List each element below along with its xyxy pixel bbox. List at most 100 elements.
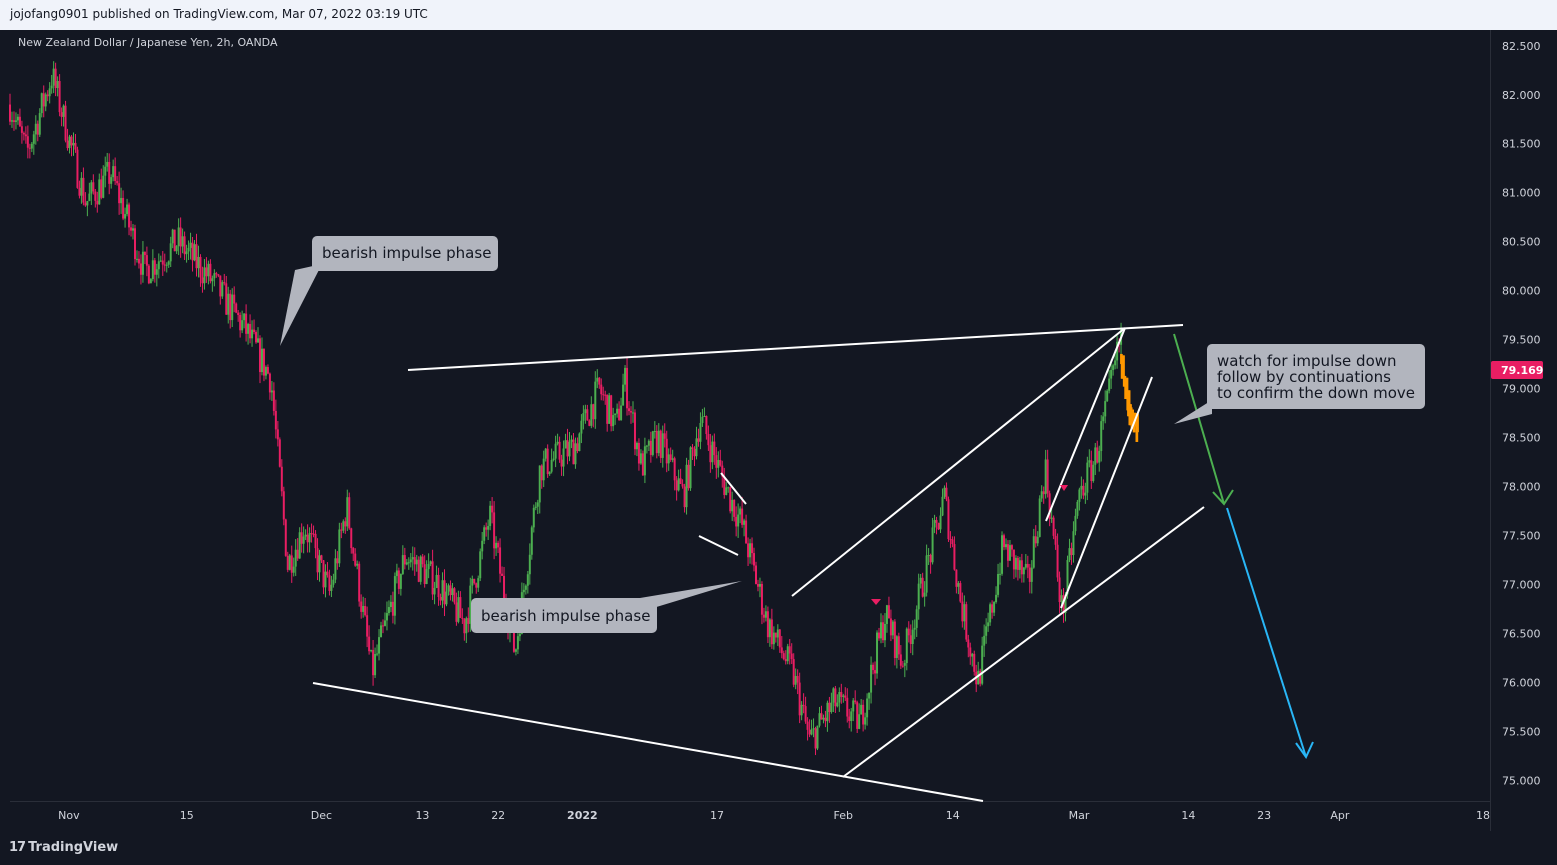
candle-body bbox=[9, 104, 11, 122]
candle-body bbox=[181, 236, 184, 247]
candle-body bbox=[905, 628, 908, 664]
candle-body bbox=[191, 242, 194, 261]
candle-body bbox=[1010, 545, 1013, 550]
candle-body bbox=[1076, 501, 1079, 516]
candle-body bbox=[695, 438, 698, 457]
candle-body bbox=[985, 626, 988, 636]
projection-green-arrow bbox=[1173, 333, 1234, 506]
x-tick-label: 15 bbox=[180, 809, 194, 822]
price-chart[interactable]: bearish impulse phase bearish impulse ph… bbox=[0, 30, 1557, 831]
tradingview-logo[interactable]: 17 TradingView bbox=[9, 840, 118, 855]
candle-body bbox=[219, 275, 222, 297]
candle-body bbox=[911, 629, 914, 645]
price-axis[interactable]: 82.500 82.000 81.500 81.000 80.500 80.000 79.5… bbox=[1502, 40, 1541, 788]
candle-body bbox=[653, 430, 656, 432]
candle-body bbox=[90, 182, 93, 194]
candle-body bbox=[189, 242, 192, 248]
candle-body bbox=[526, 574, 529, 586]
candle-body bbox=[155, 269, 158, 275]
candle-body bbox=[266, 367, 269, 374]
candle-body bbox=[725, 487, 728, 495]
candle-body bbox=[530, 527, 533, 555]
candle-body bbox=[548, 471, 551, 475]
candle-body bbox=[324, 571, 327, 588]
candle-body bbox=[1090, 460, 1093, 481]
candle-body bbox=[693, 448, 696, 457]
candle-body bbox=[54, 68, 57, 89]
candle-body bbox=[1040, 491, 1043, 499]
candle-body bbox=[1104, 401, 1107, 417]
candle-body bbox=[1070, 548, 1073, 556]
x-tick-label: 13 bbox=[415, 809, 429, 822]
candle-body bbox=[139, 263, 142, 275]
candle-body bbox=[491, 505, 494, 513]
candle-body bbox=[850, 711, 853, 721]
candle-body bbox=[1032, 536, 1035, 568]
candle-body bbox=[532, 507, 535, 528]
candle-body bbox=[959, 583, 962, 602]
wedge-lower-line bbox=[1060, 376, 1153, 609]
candle-body bbox=[46, 94, 49, 97]
y-tick-label: 77.500 bbox=[1502, 529, 1541, 542]
candle-body bbox=[1001, 535, 1004, 574]
candle-body bbox=[645, 445, 648, 447]
y-tick-label: 79.500 bbox=[1502, 334, 1541, 347]
candle-body bbox=[52, 68, 55, 86]
candle-body bbox=[80, 177, 83, 196]
y-tick-label: 78.000 bbox=[1502, 481, 1541, 494]
candle-body bbox=[241, 320, 244, 331]
candle-body bbox=[770, 619, 773, 645]
candle-body bbox=[137, 258, 140, 264]
candle-body bbox=[673, 458, 676, 481]
candle-body bbox=[235, 303, 238, 313]
candle-body bbox=[665, 438, 668, 464]
y-tick-label: 76.500 bbox=[1502, 627, 1541, 640]
candle-body bbox=[272, 390, 275, 411]
candle-body bbox=[1064, 594, 1067, 614]
time-axis[interactable]: Nov 15 Dec 13 22 2022 17 Feb 14 Mar 14 23 Apr 18 bbox=[58, 809, 1490, 822]
candle-body bbox=[774, 632, 777, 638]
candle-body bbox=[858, 714, 861, 729]
candle-body bbox=[171, 229, 174, 244]
candle-body bbox=[721, 465, 724, 477]
candle-body bbox=[1098, 450, 1101, 463]
candle-body bbox=[50, 85, 53, 89]
candle-body bbox=[169, 243, 172, 262]
candle-body bbox=[723, 476, 726, 495]
candle-body bbox=[860, 704, 863, 715]
candle-body bbox=[836, 702, 839, 707]
candle-body bbox=[116, 181, 119, 184]
candle-body bbox=[497, 542, 500, 548]
candle-body bbox=[429, 561, 432, 565]
candle-body bbox=[1086, 462, 1089, 493]
candle-body bbox=[637, 442, 640, 464]
candle-body bbox=[614, 413, 617, 416]
candle-body bbox=[100, 179, 103, 198]
candle-body bbox=[608, 395, 611, 424]
candle-body bbox=[475, 583, 478, 588]
candle-body bbox=[995, 594, 998, 603]
candle-body bbox=[772, 632, 775, 645]
candle-body bbox=[34, 123, 37, 135]
candle-body bbox=[439, 597, 442, 601]
candle-body bbox=[316, 548, 319, 573]
callout-line: to confirm the down move bbox=[1217, 384, 1415, 402]
candle-body bbox=[558, 441, 561, 460]
candle-body bbox=[570, 439, 573, 442]
candle-body bbox=[1056, 544, 1059, 578]
flag-lower-line bbox=[698, 535, 739, 556]
candle-body bbox=[487, 526, 490, 530]
candle-body bbox=[782, 653, 785, 660]
candle-body bbox=[467, 618, 470, 624]
candle-body bbox=[177, 227, 180, 247]
candle-body bbox=[518, 633, 521, 637]
candle-body bbox=[1042, 491, 1045, 495]
candle-body bbox=[1088, 460, 1091, 463]
candle-body bbox=[1048, 493, 1051, 519]
candle-body bbox=[247, 324, 250, 334]
candle-body bbox=[979, 670, 982, 684]
candle-body bbox=[1003, 535, 1006, 548]
candle-body bbox=[231, 294, 234, 321]
candle-body bbox=[159, 260, 162, 262]
candle-body bbox=[594, 381, 597, 420]
